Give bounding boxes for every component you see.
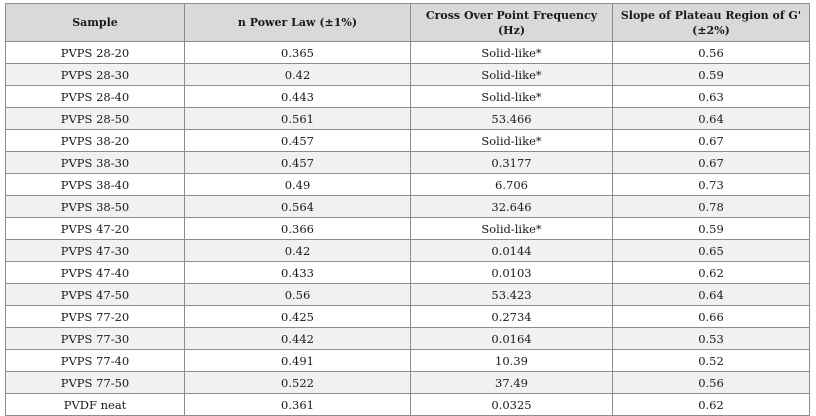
table-row: PVPS 28-40 0.443 Solid-like* 0.63	[5, 85, 810, 108]
cell-cross-over-frequency: 0.0164	[410, 327, 613, 350]
cell-n-power-law: 0.457	[184, 129, 411, 152]
cell-plateau-slope: 0.67	[612, 151, 810, 174]
cell-plateau-slope: 0.78	[612, 195, 810, 218]
cell-sample: PVPS 47-20	[5, 217, 185, 240]
cell-plateau-slope: 0.59	[612, 63, 810, 86]
table-row: PVPS 38-20 0.457 Solid-like* 0.67	[5, 129, 810, 152]
cell-plateau-slope: 0.59	[612, 217, 810, 240]
cell-cross-over-frequency: 0.2734	[410, 305, 613, 328]
table-row: PVPS 77-20 0.425 0.2734 0.66	[5, 305, 810, 328]
cell-sample: PVPS 77-30	[5, 327, 185, 350]
table-row: PVPS 38-30 0.457 0.3177 0.67	[5, 151, 810, 174]
table-row: PVPS 28-20 0.365 Solid-like* 0.56	[5, 41, 810, 64]
header-cross-over-frequency: Cross Over Point Frequency (Hz)	[410, 3, 613, 42]
cell-sample: PVPS 77-50	[5, 371, 185, 394]
cell-sample: PVPS 38-50	[5, 195, 185, 218]
cell-plateau-slope: 0.63	[612, 85, 810, 108]
cell-n-power-law: 0.443	[184, 85, 411, 108]
cell-plateau-slope: 0.56	[612, 371, 810, 394]
cell-cross-over-frequency: Solid-like*	[410, 63, 613, 86]
table-row: PVPS 47-50 0.56 53.423 0.64	[5, 283, 810, 306]
cell-sample: PVPS 38-20	[5, 129, 185, 152]
cell-n-power-law: 0.561	[184, 107, 411, 130]
cell-sample: PVPS 28-20	[5, 41, 185, 64]
cell-n-power-law: 0.361	[184, 393, 411, 416]
cell-cross-over-frequency: 0.0325	[410, 393, 613, 416]
cell-plateau-slope: 0.62	[612, 393, 810, 416]
cell-cross-over-frequency: Solid-like*	[410, 217, 613, 240]
cell-cross-over-frequency: 0.0144	[410, 239, 613, 262]
cell-plateau-slope: 0.67	[612, 129, 810, 152]
cell-cross-over-frequency: 0.0103	[410, 261, 613, 284]
cell-sample: PVPS 47-40	[5, 261, 185, 284]
cell-n-power-law: 0.457	[184, 151, 411, 174]
cell-n-power-law: 0.491	[184, 349, 411, 372]
table-body: PVPS 28-20 0.365 Solid-like* 0.56 PVPS 28-30…	[5, 41, 810, 416]
header-n-power-law: n Power Law (±1%)	[184, 3, 411, 42]
cell-plateau-slope: 0.65	[612, 239, 810, 262]
data-table-container: Sample n Power Law (±1%) Cross Over Poin…	[5, 3, 810, 416]
cell-cross-over-frequency: 10.39	[410, 349, 613, 372]
table-row: PVDF neat 0.361 0.0325 0.62	[5, 393, 810, 416]
cell-n-power-law: 0.366	[184, 217, 411, 240]
cell-n-power-law: 0.522	[184, 371, 411, 394]
cell-n-power-law: 0.42	[184, 63, 411, 86]
cell-sample: PVPS 38-30	[5, 151, 185, 174]
cell-n-power-law: 0.425	[184, 305, 411, 328]
cell-plateau-slope: 0.56	[612, 41, 810, 64]
cell-n-power-law: 0.56	[184, 283, 411, 306]
cell-sample: PVPS 77-20	[5, 305, 185, 328]
cell-plateau-slope: 0.64	[612, 283, 810, 306]
cell-cross-over-frequency: 53.423	[410, 283, 613, 306]
cell-sample: PVPS 77-40	[5, 349, 185, 372]
cell-cross-over-frequency: 6.706	[410, 173, 613, 196]
cell-cross-over-frequency: 37.49	[410, 371, 613, 394]
table-row: PVPS 28-50 0.561 53.466 0.64	[5, 107, 810, 130]
cell-n-power-law: 0.42	[184, 239, 411, 262]
header-row: Sample n Power Law (±1%) Cross Over Poin…	[5, 3, 810, 42]
table-row: PVPS 77-30 0.442 0.0164 0.53	[5, 327, 810, 350]
cell-cross-over-frequency: Solid-like*	[410, 129, 613, 152]
table-row: PVPS 77-40 0.491 10.39 0.52	[5, 349, 810, 372]
table-row: PVPS 38-50 0.564 32.646 0.78	[5, 195, 810, 218]
rheology-data-table: Sample n Power Law (±1%) Cross Over Poin…	[5, 3, 810, 416]
cell-sample: PVPS 47-30	[5, 239, 185, 262]
table-row: PVPS 77-50 0.522 37.49 0.56	[5, 371, 810, 394]
cell-cross-over-frequency: 32.646	[410, 195, 613, 218]
cell-cross-over-frequency: 0.3177	[410, 151, 613, 174]
cell-cross-over-frequency: 53.466	[410, 107, 613, 130]
cell-plateau-slope: 0.52	[612, 349, 810, 372]
table-row: PVPS 47-30 0.42 0.0144 0.65	[5, 239, 810, 262]
table-row: PVPS 38-40 0.49 6.706 0.73	[5, 173, 810, 196]
table-row: PVPS 28-30 0.42 Solid-like* 0.59	[5, 63, 810, 86]
cell-sample: PVPS 47-50	[5, 283, 185, 306]
cell-plateau-slope: 0.53	[612, 327, 810, 350]
cell-plateau-slope: 0.62	[612, 261, 810, 284]
cell-plateau-slope: 0.73	[612, 173, 810, 196]
table-row: PVPS 47-20 0.366 Solid-like* 0.59	[5, 217, 810, 240]
cell-n-power-law: 0.433	[184, 261, 411, 284]
cell-plateau-slope: 0.64	[612, 107, 810, 130]
cell-n-power-law: 0.442	[184, 327, 411, 350]
cell-sample: PVDF neat	[5, 393, 185, 416]
cell-cross-over-frequency: Solid-like*	[410, 85, 613, 108]
cell-plateau-slope: 0.66	[612, 305, 810, 328]
table-header: Sample n Power Law (±1%) Cross Over Poin…	[5, 3, 810, 42]
header-plateau-slope: Slope of Plateau Region of G' (±2%)	[612, 3, 810, 42]
cell-sample: PVPS 28-40	[5, 85, 185, 108]
cell-n-power-law: 0.49	[184, 173, 411, 196]
table-row: PVPS 47-40 0.433 0.0103 0.62	[5, 261, 810, 284]
cell-n-power-law: 0.564	[184, 195, 411, 218]
cell-sample: PVPS 38-40	[5, 173, 185, 196]
cell-sample: PVPS 28-30	[5, 63, 185, 86]
cell-cross-over-frequency: Solid-like*	[410, 41, 613, 64]
cell-n-power-law: 0.365	[184, 41, 411, 64]
header-sample: Sample	[5, 3, 185, 42]
cell-sample: PVPS 28-50	[5, 107, 185, 130]
